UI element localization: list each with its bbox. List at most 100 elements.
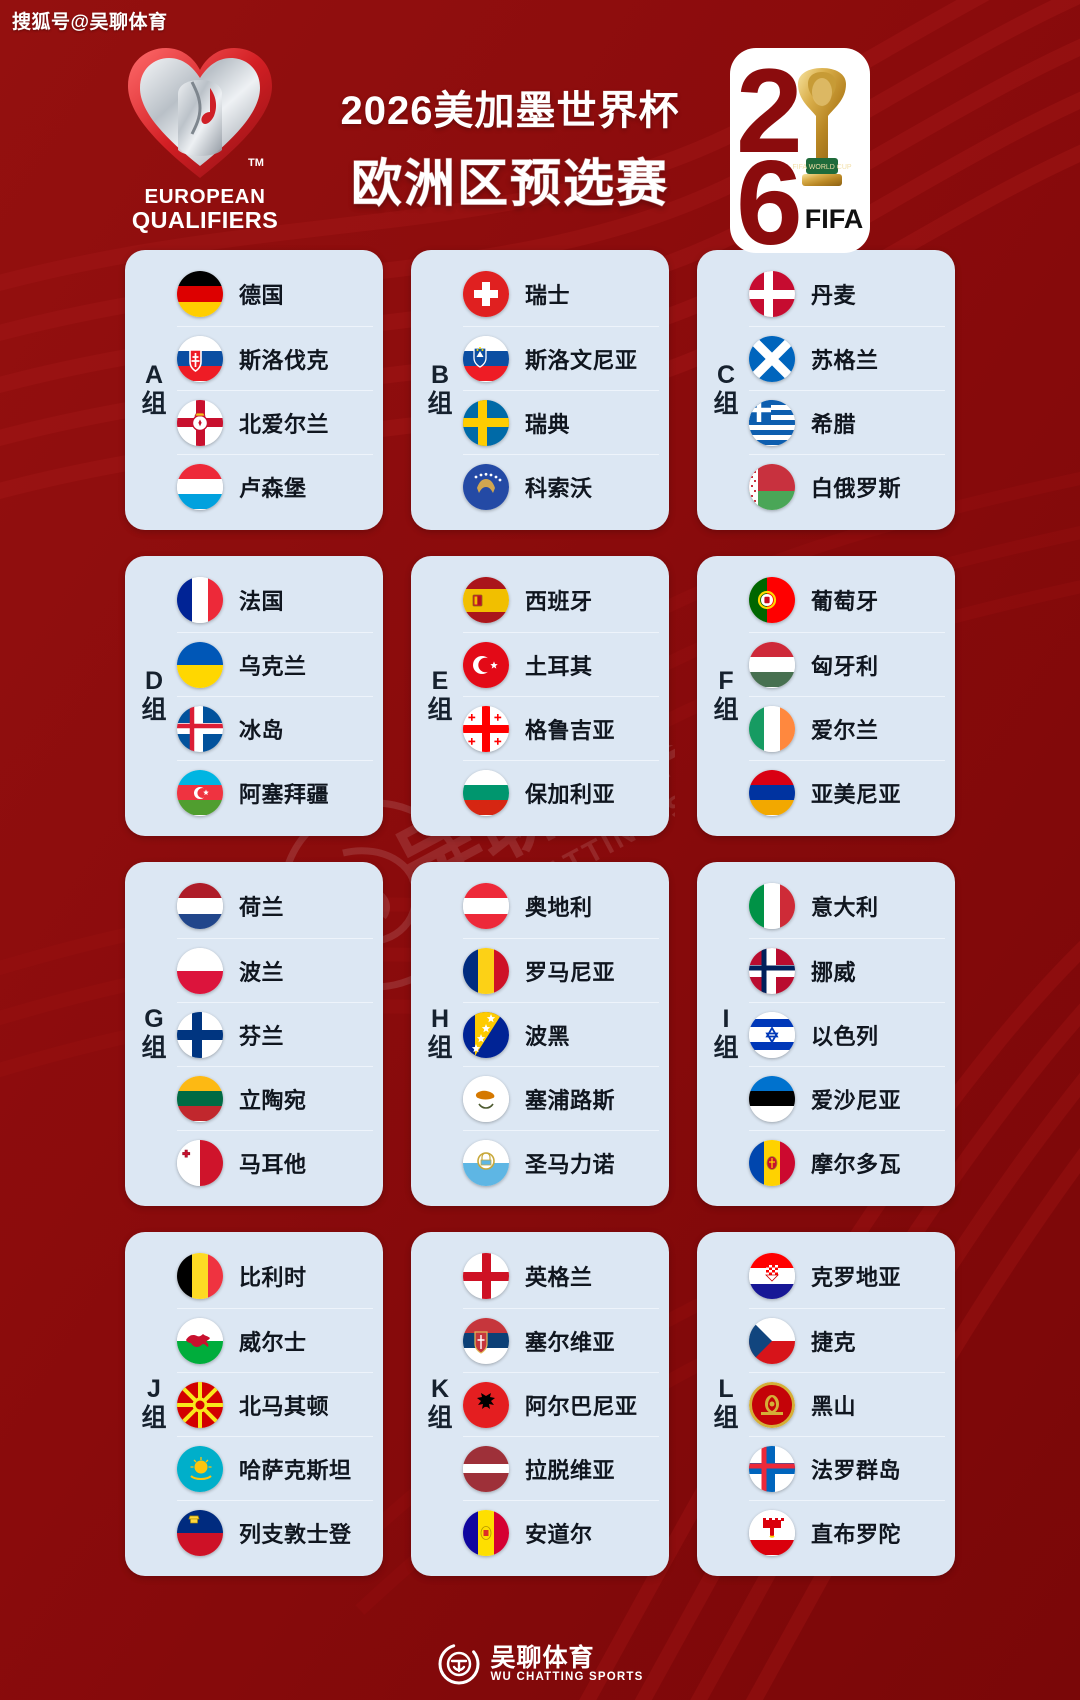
flag-icon-lv <box>463 1445 509 1492</box>
group-card-l[interactable]: L 组克罗地亚 捷克 黑山 法罗群岛 直布罗陀 <box>697 1232 955 1576</box>
group-card-g[interactable]: G 组荷兰 波兰 芬兰 立陶宛 马耳他 <box>125 862 383 1206</box>
team-row[interactable]: 芬兰 <box>177 1002 373 1066</box>
team-row[interactable]: 格鲁吉亚 <box>463 696 659 760</box>
flag-icon-by <box>749 463 795 510</box>
flag-icon-rs <box>463 1317 509 1364</box>
team-row[interactable]: 摩尔多瓦 <box>749 1130 945 1194</box>
team-row[interactable]: 瑞典 <box>463 390 659 454</box>
group-row: D 组法国 乌克兰 冰岛 阿塞拜疆 E 组西班牙 土耳其 格鲁吉亚 保加利亚 F 组葡萄牙 匈牙利 爱尔兰… <box>0 556 1080 836</box>
flag-icon-ge <box>463 705 509 752</box>
flag-icon-pl <box>177 947 223 994</box>
group-card-f[interactable]: F 组葡萄牙 匈牙利 爱尔兰 亚美尼亚 <box>697 556 955 836</box>
flag-icon-il <box>749 1011 795 1058</box>
team-row[interactable]: 西班牙 <box>463 568 659 632</box>
team-row[interactable]: 北爱尔兰 <box>177 390 373 454</box>
team-row[interactable]: 土耳其 <box>463 632 659 696</box>
team-row[interactable]: 德国 <box>177 262 373 326</box>
group-card-d[interactable]: D 组法国 乌克兰 冰岛 阿塞拜疆 <box>125 556 383 836</box>
team-row[interactable]: 希腊 <box>749 390 945 454</box>
team-name: 阿尔巴尼亚 <box>525 1393 638 1419</box>
team-name: 马耳他 <box>239 1151 307 1177</box>
team-row[interactable]: 直布罗陀 <box>749 1500 945 1564</box>
team-row[interactable]: 保加利亚 <box>463 760 659 824</box>
team-row[interactable]: 塞尔维亚 <box>463 1308 659 1372</box>
team-row[interactable]: 哈萨克斯坦 <box>177 1436 373 1500</box>
team-name: 奥地利 <box>525 895 593 920</box>
team-row[interactable]: 苏格兰 <box>749 326 945 390</box>
team-row[interactable]: 法国 <box>177 568 373 632</box>
flag-icon-ua <box>177 641 223 688</box>
team-name: 冰岛 <box>239 717 285 743</box>
group-card-h[interactable]: H 组奥地利 罗马尼亚 波黑 塞浦路斯 圣马力诺 <box>411 862 669 1206</box>
team-row[interactable]: 爱沙尼亚 <box>749 1066 945 1130</box>
team-row[interactable]: 瑞士 <box>463 262 659 326</box>
team-row[interactable]: 卢森堡 <box>177 454 373 518</box>
group-card-b[interactable]: B 组瑞士 斯洛文尼亚 瑞典 科索沃 <box>411 250 669 530</box>
team-name: 列支敦士登 <box>239 1521 352 1547</box>
team-row[interactable]: 比利时 <box>177 1244 373 1308</box>
group-card-k[interactable]: K 组英格兰 塞尔维亚 阿尔巴尼亚 拉脱维亚 安道尔 <box>411 1232 669 1576</box>
group-letter: A <box>144 361 164 390</box>
team-row[interactable]: 马耳他 <box>177 1130 373 1194</box>
flag-icon-xk <box>463 463 509 510</box>
group-letter: D <box>144 667 164 696</box>
team-row[interactable]: 立陶宛 <box>177 1066 373 1130</box>
group-card-i[interactable]: I 组意大利 挪威 以色列 爱沙尼亚 摩尔多瓦 <box>697 862 955 1206</box>
team-name: 克罗地亚 <box>811 1265 902 1290</box>
team-row[interactable]: 科索沃 <box>463 454 659 518</box>
team-row[interactable]: 圣马力诺 <box>463 1130 659 1194</box>
team-row[interactable]: 波兰 <box>177 938 373 1002</box>
european-qualifiers-logo: TM EUROPEAN QUALIFIERS <box>120 38 280 243</box>
team-name: 爱尔兰 <box>811 717 879 743</box>
team-row[interactable]: 阿尔巴尼亚 <box>463 1372 659 1436</box>
team-row[interactable]: 荷兰 <box>177 874 373 938</box>
team-name: 苏格兰 <box>811 347 879 373</box>
team-row[interactable]: 斯洛伐克 <box>177 326 373 390</box>
team-row[interactable]: 以色列 <box>749 1002 945 1066</box>
team-row[interactable]: 列支敦士登 <box>177 1500 373 1564</box>
team-row[interactable]: 捷克 <box>749 1308 945 1372</box>
flag-icon-nir <box>177 399 223 446</box>
team-row[interactable]: 匈牙利 <box>749 632 945 696</box>
group-card-e[interactable]: E 组西班牙 土耳其 格鲁吉亚 保加利亚 <box>411 556 669 836</box>
team-row[interactable]: 安道尔 <box>463 1500 659 1564</box>
team-row[interactable]: 北马其顿 <box>177 1372 373 1436</box>
team-row[interactable]: 葡萄牙 <box>749 568 945 632</box>
team-row[interactable]: 冰岛 <box>177 696 373 760</box>
team-row[interactable]: 亚美尼亚 <box>749 760 945 824</box>
team-row[interactable]: 阿塞拜疆 <box>177 760 373 824</box>
team-list: 葡萄牙匈牙利爱尔兰亚美尼亚 <box>749 568 945 824</box>
team-row[interactable]: 罗马尼亚 <box>463 938 659 1002</box>
team-row[interactable]: 英格兰 <box>463 1244 659 1308</box>
team-list: 德国 斯洛伐克 北爱尔兰 卢森堡 <box>177 262 373 518</box>
team-row[interactable]: 乌克兰 <box>177 632 373 696</box>
flag-icon-al <box>463 1381 509 1428</box>
team-row[interactable]: 拉脱维亚 <box>463 1436 659 1500</box>
footer-brand-en: WU CHATTING SPORTS <box>490 1671 644 1684</box>
group-letter: K <box>430 1375 450 1404</box>
team-row[interactable]: 意大利 <box>749 874 945 938</box>
team-row[interactable]: 法罗群岛 <box>749 1436 945 1500</box>
team-name: 葡萄牙 <box>811 589 879 614</box>
fifa-year-6: 6 <box>736 136 803 253</box>
team-row[interactable]: 斯洛文尼亚 <box>463 326 659 390</box>
team-row[interactable]: 塞浦路斯 <box>463 1066 659 1130</box>
group-suffix: 组 <box>141 1404 167 1432</box>
team-row[interactable]: 挪威 <box>749 938 945 1002</box>
group-card-c[interactable]: C 组丹麦 苏格兰 希腊 白俄罗斯 <box>697 250 955 530</box>
flag-icon-sk <box>177 335 223 382</box>
team-row[interactable]: 克罗地亚 <box>749 1244 945 1308</box>
team-row[interactable]: 黑山 <box>749 1372 945 1436</box>
team-row[interactable]: 波黑 <box>463 1002 659 1066</box>
group-card-a[interactable]: A 组德国 斯洛伐克 北爱尔兰 卢森堡 <box>125 250 383 530</box>
team-row[interactable]: 威尔士 <box>177 1308 373 1372</box>
flag-icon-cy <box>463 1075 509 1122</box>
team-row[interactable]: 奥地利 <box>463 874 659 938</box>
team-row[interactable]: 爱尔兰 <box>749 696 945 760</box>
team-name: 安道尔 <box>525 1521 593 1547</box>
group-suffix: 组 <box>427 390 453 418</box>
group-card-j[interactable]: J 组比利时 威尔士 北马其顿 哈萨克斯坦 列支敦士登 <box>125 1232 383 1576</box>
team-row[interactable]: 丹麦 <box>749 262 945 326</box>
team-row[interactable]: 白俄罗斯 <box>749 454 945 518</box>
